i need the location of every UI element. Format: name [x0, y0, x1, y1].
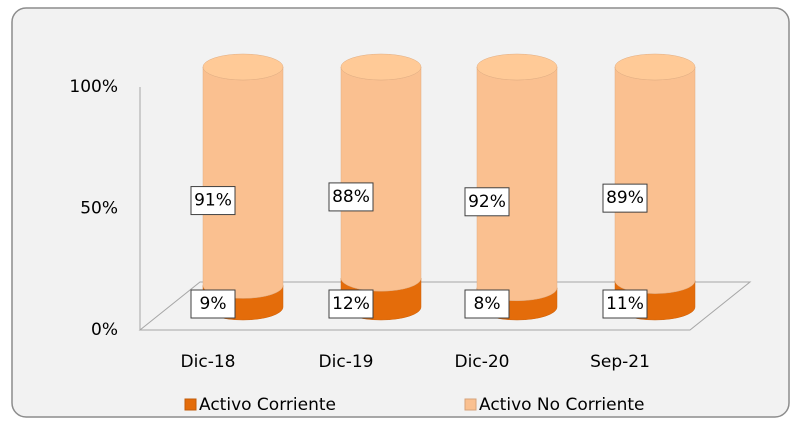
- cylinder-top: [476, 53, 558, 81]
- data-label: 92%: [468, 192, 506, 212]
- data-label: 9%: [200, 294, 227, 314]
- data-label-box: [464, 187, 510, 217]
- data-label-box: [464, 289, 510, 319]
- legend-swatch: [184, 398, 197, 411]
- x-tick-label: Sep-21: [590, 352, 650, 372]
- y-tick-label: 0%: [91, 320, 118, 340]
- data-label-box: [602, 183, 648, 213]
- data-label: 8%: [474, 294, 501, 314]
- cylinder-top: [340, 53, 422, 81]
- cylinder-top: [202, 53, 284, 81]
- legend-label: Activo No Corriente: [479, 395, 644, 415]
- legend-label: Activo Corriente: [199, 395, 336, 415]
- cylinder-segment: [340, 66, 422, 292]
- data-label: 88%: [332, 187, 370, 207]
- data-label: 91%: [194, 191, 232, 211]
- data-label-box: [602, 289, 648, 319]
- data-label: 12%: [332, 294, 370, 314]
- x-tick-label: Dic-18: [181, 352, 236, 372]
- data-label: 11%: [606, 294, 644, 314]
- data-label: 89%: [606, 188, 644, 208]
- legend-swatch: [464, 398, 477, 411]
- y-tick-label: 100%: [69, 77, 118, 97]
- y-tick-label: 50%: [80, 199, 118, 219]
- cylinder-segment: [476, 66, 558, 302]
- data-label-box: [190, 186, 236, 216]
- data-label-box: [328, 182, 374, 212]
- floor: [138, 281, 752, 331]
- cylinder-segment: [202, 66, 284, 299]
- x-tick-label: Dic-19: [319, 352, 374, 372]
- data-label-box: [190, 289, 236, 319]
- cylinder-segment: [614, 66, 696, 294]
- x-tick-label: Dic-20: [455, 352, 510, 372]
- data-label-box: [328, 289, 374, 319]
- cylinder-top: [614, 53, 696, 81]
